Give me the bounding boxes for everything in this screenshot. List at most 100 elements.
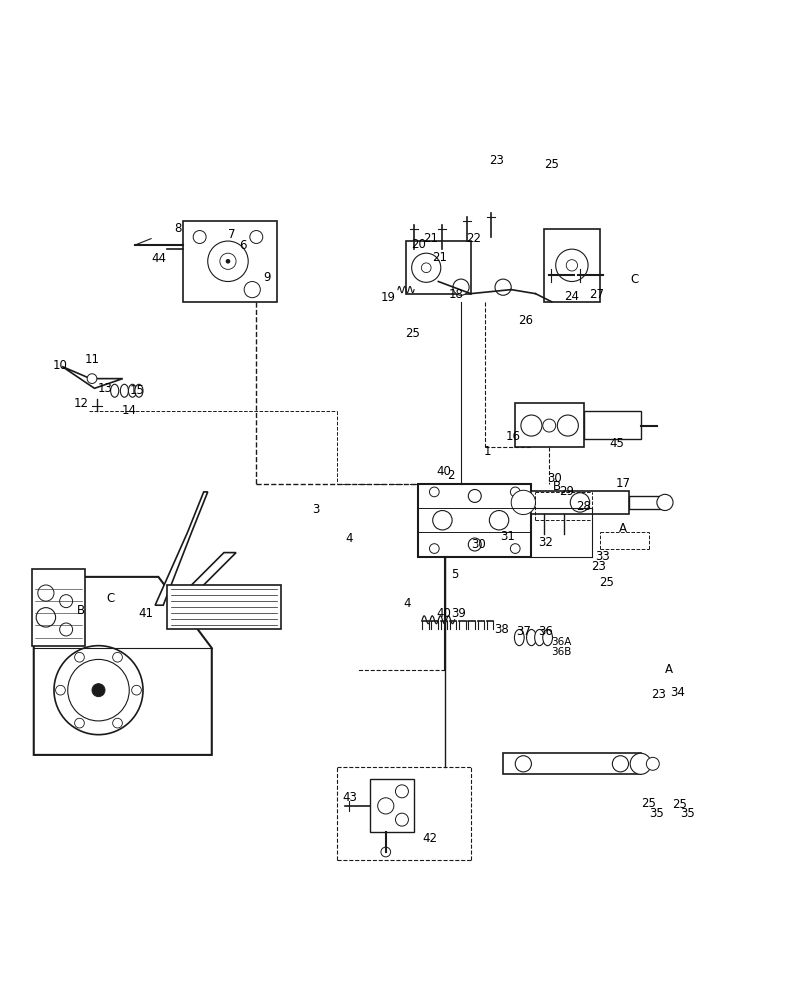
Ellipse shape — [128, 384, 136, 397]
Text: 3: 3 — [311, 503, 319, 516]
Polygon shape — [171, 553, 236, 605]
Circle shape — [421, 263, 431, 273]
Ellipse shape — [110, 384, 118, 397]
Circle shape — [510, 544, 520, 553]
Text: 2: 2 — [446, 469, 453, 482]
Text: 34: 34 — [670, 686, 684, 699]
Text: 39: 39 — [451, 607, 466, 620]
Text: 35: 35 — [680, 807, 694, 820]
Text: 9: 9 — [263, 271, 270, 284]
Circle shape — [193, 231, 206, 243]
Text: 4: 4 — [345, 532, 353, 545]
Ellipse shape — [120, 384, 128, 397]
Text: 17: 17 — [615, 477, 629, 490]
Circle shape — [395, 785, 408, 798]
Text: 25: 25 — [543, 158, 559, 171]
Circle shape — [432, 511, 452, 530]
Text: 10: 10 — [53, 359, 68, 372]
Circle shape — [38, 585, 54, 601]
Text: 4: 4 — [403, 597, 411, 610]
Text: 33: 33 — [594, 550, 609, 563]
Text: 23: 23 — [590, 560, 605, 573]
Circle shape — [250, 231, 263, 243]
Circle shape — [611, 756, 628, 772]
Circle shape — [55, 685, 65, 695]
Text: 36B: 36B — [551, 647, 571, 657]
Text: 36: 36 — [537, 625, 552, 638]
Text: B: B — [76, 604, 84, 617]
Text: 1: 1 — [483, 445, 490, 458]
Text: 44: 44 — [152, 252, 166, 265]
Bar — [32, 569, 84, 646]
Bar — [530, 491, 628, 514]
Text: 26: 26 — [517, 314, 533, 327]
Text: C: C — [106, 592, 114, 605]
Text: A: A — [664, 663, 672, 676]
Circle shape — [92, 684, 105, 697]
Circle shape — [542, 419, 555, 432]
Text: 23: 23 — [650, 688, 665, 701]
Text: A: A — [618, 522, 626, 535]
Bar — [503, 753, 640, 774]
Bar — [583, 411, 640, 439]
Text: 37: 37 — [515, 625, 530, 638]
Polygon shape — [155, 492, 208, 605]
Text: 20: 20 — [410, 238, 425, 251]
Circle shape — [377, 798, 393, 814]
Circle shape — [395, 813, 408, 826]
Text: 25: 25 — [672, 798, 686, 811]
Text: 41: 41 — [138, 607, 152, 620]
Text: 8: 8 — [174, 222, 182, 235]
Circle shape — [67, 659, 129, 721]
Text: 35: 35 — [649, 807, 663, 820]
Ellipse shape — [542, 629, 551, 646]
Text: 45: 45 — [608, 437, 623, 450]
Circle shape — [646, 757, 659, 770]
Circle shape — [226, 260, 230, 263]
Ellipse shape — [514, 629, 524, 646]
Text: 18: 18 — [448, 288, 463, 301]
Text: 19: 19 — [380, 291, 395, 304]
Text: 42: 42 — [423, 832, 437, 845]
Text: 7: 7 — [228, 228, 235, 241]
Text: 14: 14 — [122, 404, 136, 417]
Circle shape — [75, 652, 84, 662]
Text: 43: 43 — [341, 791, 356, 804]
Circle shape — [468, 538, 481, 551]
Circle shape — [511, 490, 534, 515]
Ellipse shape — [135, 384, 143, 397]
Text: C: C — [629, 273, 637, 286]
Circle shape — [36, 608, 55, 627]
Circle shape — [555, 249, 587, 282]
Text: 29: 29 — [558, 485, 573, 498]
Circle shape — [113, 718, 122, 728]
Text: 25: 25 — [405, 327, 419, 340]
Bar — [515, 403, 583, 447]
Bar — [369, 779, 414, 832]
Circle shape — [59, 595, 72, 608]
Circle shape — [113, 652, 122, 662]
Circle shape — [565, 260, 577, 271]
Circle shape — [411, 253, 440, 282]
Text: 12: 12 — [73, 397, 88, 410]
Circle shape — [569, 493, 589, 512]
Circle shape — [244, 282, 260, 298]
Text: 6: 6 — [238, 239, 246, 252]
Text: 27: 27 — [588, 288, 603, 301]
Circle shape — [75, 718, 84, 728]
Circle shape — [220, 253, 236, 269]
Text: 40: 40 — [436, 465, 451, 478]
Circle shape — [515, 756, 530, 772]
Circle shape — [453, 279, 469, 295]
Ellipse shape — [534, 629, 543, 646]
Ellipse shape — [526, 629, 535, 646]
Text: 25: 25 — [599, 576, 613, 589]
Text: 32: 32 — [537, 536, 552, 549]
Circle shape — [208, 241, 248, 282]
Text: 40: 40 — [436, 607, 451, 620]
Text: 21: 21 — [423, 232, 437, 245]
Text: 15: 15 — [130, 384, 144, 397]
Circle shape — [510, 487, 520, 497]
Polygon shape — [62, 366, 122, 388]
Text: 13: 13 — [97, 382, 112, 395]
